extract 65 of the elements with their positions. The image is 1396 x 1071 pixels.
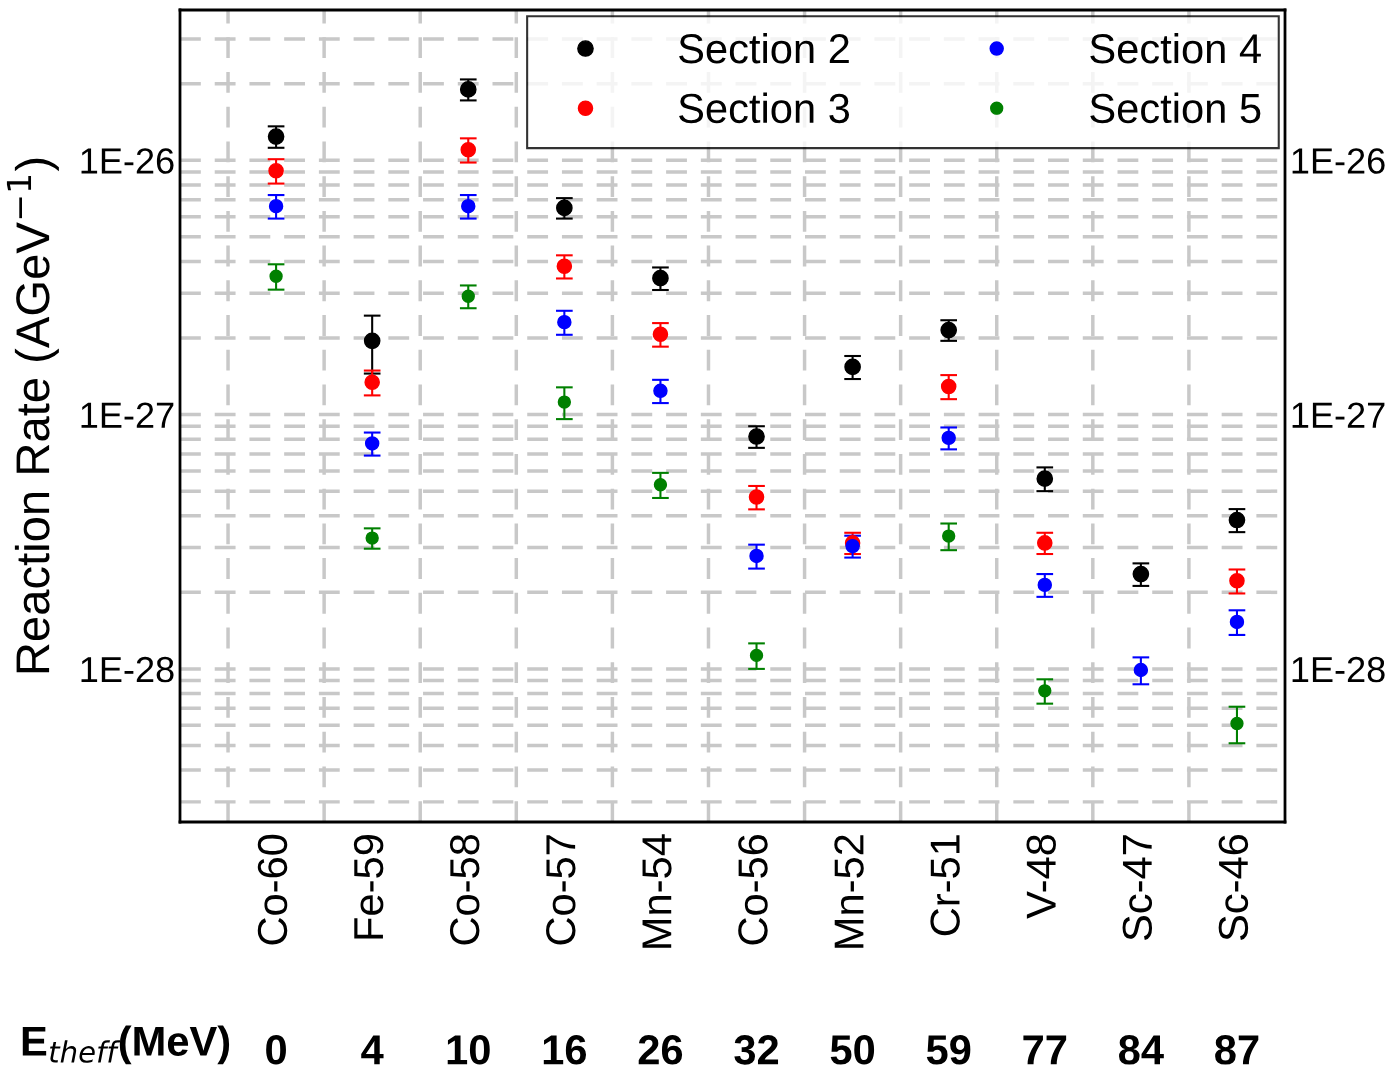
x-tick-label: Sc-46 (1218, 834, 1249, 941)
point (1228, 511, 1246, 529)
y-tick-label: 1E-26 (1292, 148, 1385, 174)
point (364, 436, 380, 451)
x-tick-label: Mn-54 (642, 834, 672, 948)
point (1036, 470, 1054, 487)
text: 26 (638, 1035, 683, 1065)
legend-label: Section 4 (1090, 32, 1261, 64)
point (1133, 662, 1149, 678)
x-tick-label: V-48 (1026, 834, 1056, 919)
x-tick-label: Mn-52 (834, 835, 864, 948)
text: 87 (1215, 1035, 1259, 1065)
point (653, 383, 668, 399)
text: 59 (926, 1035, 971, 1065)
point (363, 332, 381, 350)
point (653, 478, 668, 492)
legend-label: Section 3 (679, 92, 850, 124)
legend-label: Section 5 (1090, 92, 1261, 124)
point (748, 489, 765, 505)
point (749, 648, 764, 663)
text: 77 (1023, 1035, 1067, 1065)
text: E$_{theff}$(MeV) (22, 1025, 230, 1065)
y-tick-label: 1E-27 (1292, 402, 1385, 428)
text: 16 (543, 1035, 587, 1065)
point (748, 428, 765, 445)
point (557, 395, 572, 409)
point (461, 289, 475, 303)
x-tick-label: Co-56 (738, 834, 768, 945)
point (268, 198, 284, 214)
point (941, 430, 956, 446)
point (557, 314, 572, 330)
point (1037, 577, 1053, 593)
point (364, 374, 380, 391)
x-tick-label: Cr-51 (930, 835, 960, 936)
point (1229, 614, 1245, 630)
y-tick-label: 1E-28 (1292, 656, 1385, 683)
point (461, 198, 476, 214)
point (652, 326, 669, 343)
text: 32 (734, 1035, 779, 1065)
x-tick-label: Co-58 (449, 834, 480, 945)
point (556, 258, 573, 275)
point (365, 531, 379, 545)
point (268, 162, 284, 179)
point (269, 269, 283, 283)
x-tick-label: Co-60 (257, 834, 288, 945)
text: 50 (830, 1035, 875, 1065)
text: 1E-27 (81, 402, 174, 428)
x-tick-label: Co-57 (546, 835, 576, 945)
y-axis-title: Reaction Rate (AGeV$^{−1}$) (6, 158, 59, 673)
point (940, 378, 957, 395)
text: 1E-28 (81, 656, 174, 683)
text: 1E-26 (81, 148, 174, 174)
point (844, 358, 861, 376)
point (1229, 573, 1245, 589)
text: 84 (1119, 1035, 1164, 1065)
point (460, 142, 477, 158)
x-tick-label: Fe-59 (353, 835, 384, 939)
point (942, 529, 956, 543)
text: 10 (447, 1035, 490, 1065)
point (652, 269, 669, 287)
text: 0 (266, 1035, 286, 1065)
legend-label: Section 2 (679, 32, 849, 64)
x-tick-label: Sc-47 (1122, 835, 1153, 941)
point (749, 548, 764, 564)
text: 4 (361, 1035, 384, 1065)
